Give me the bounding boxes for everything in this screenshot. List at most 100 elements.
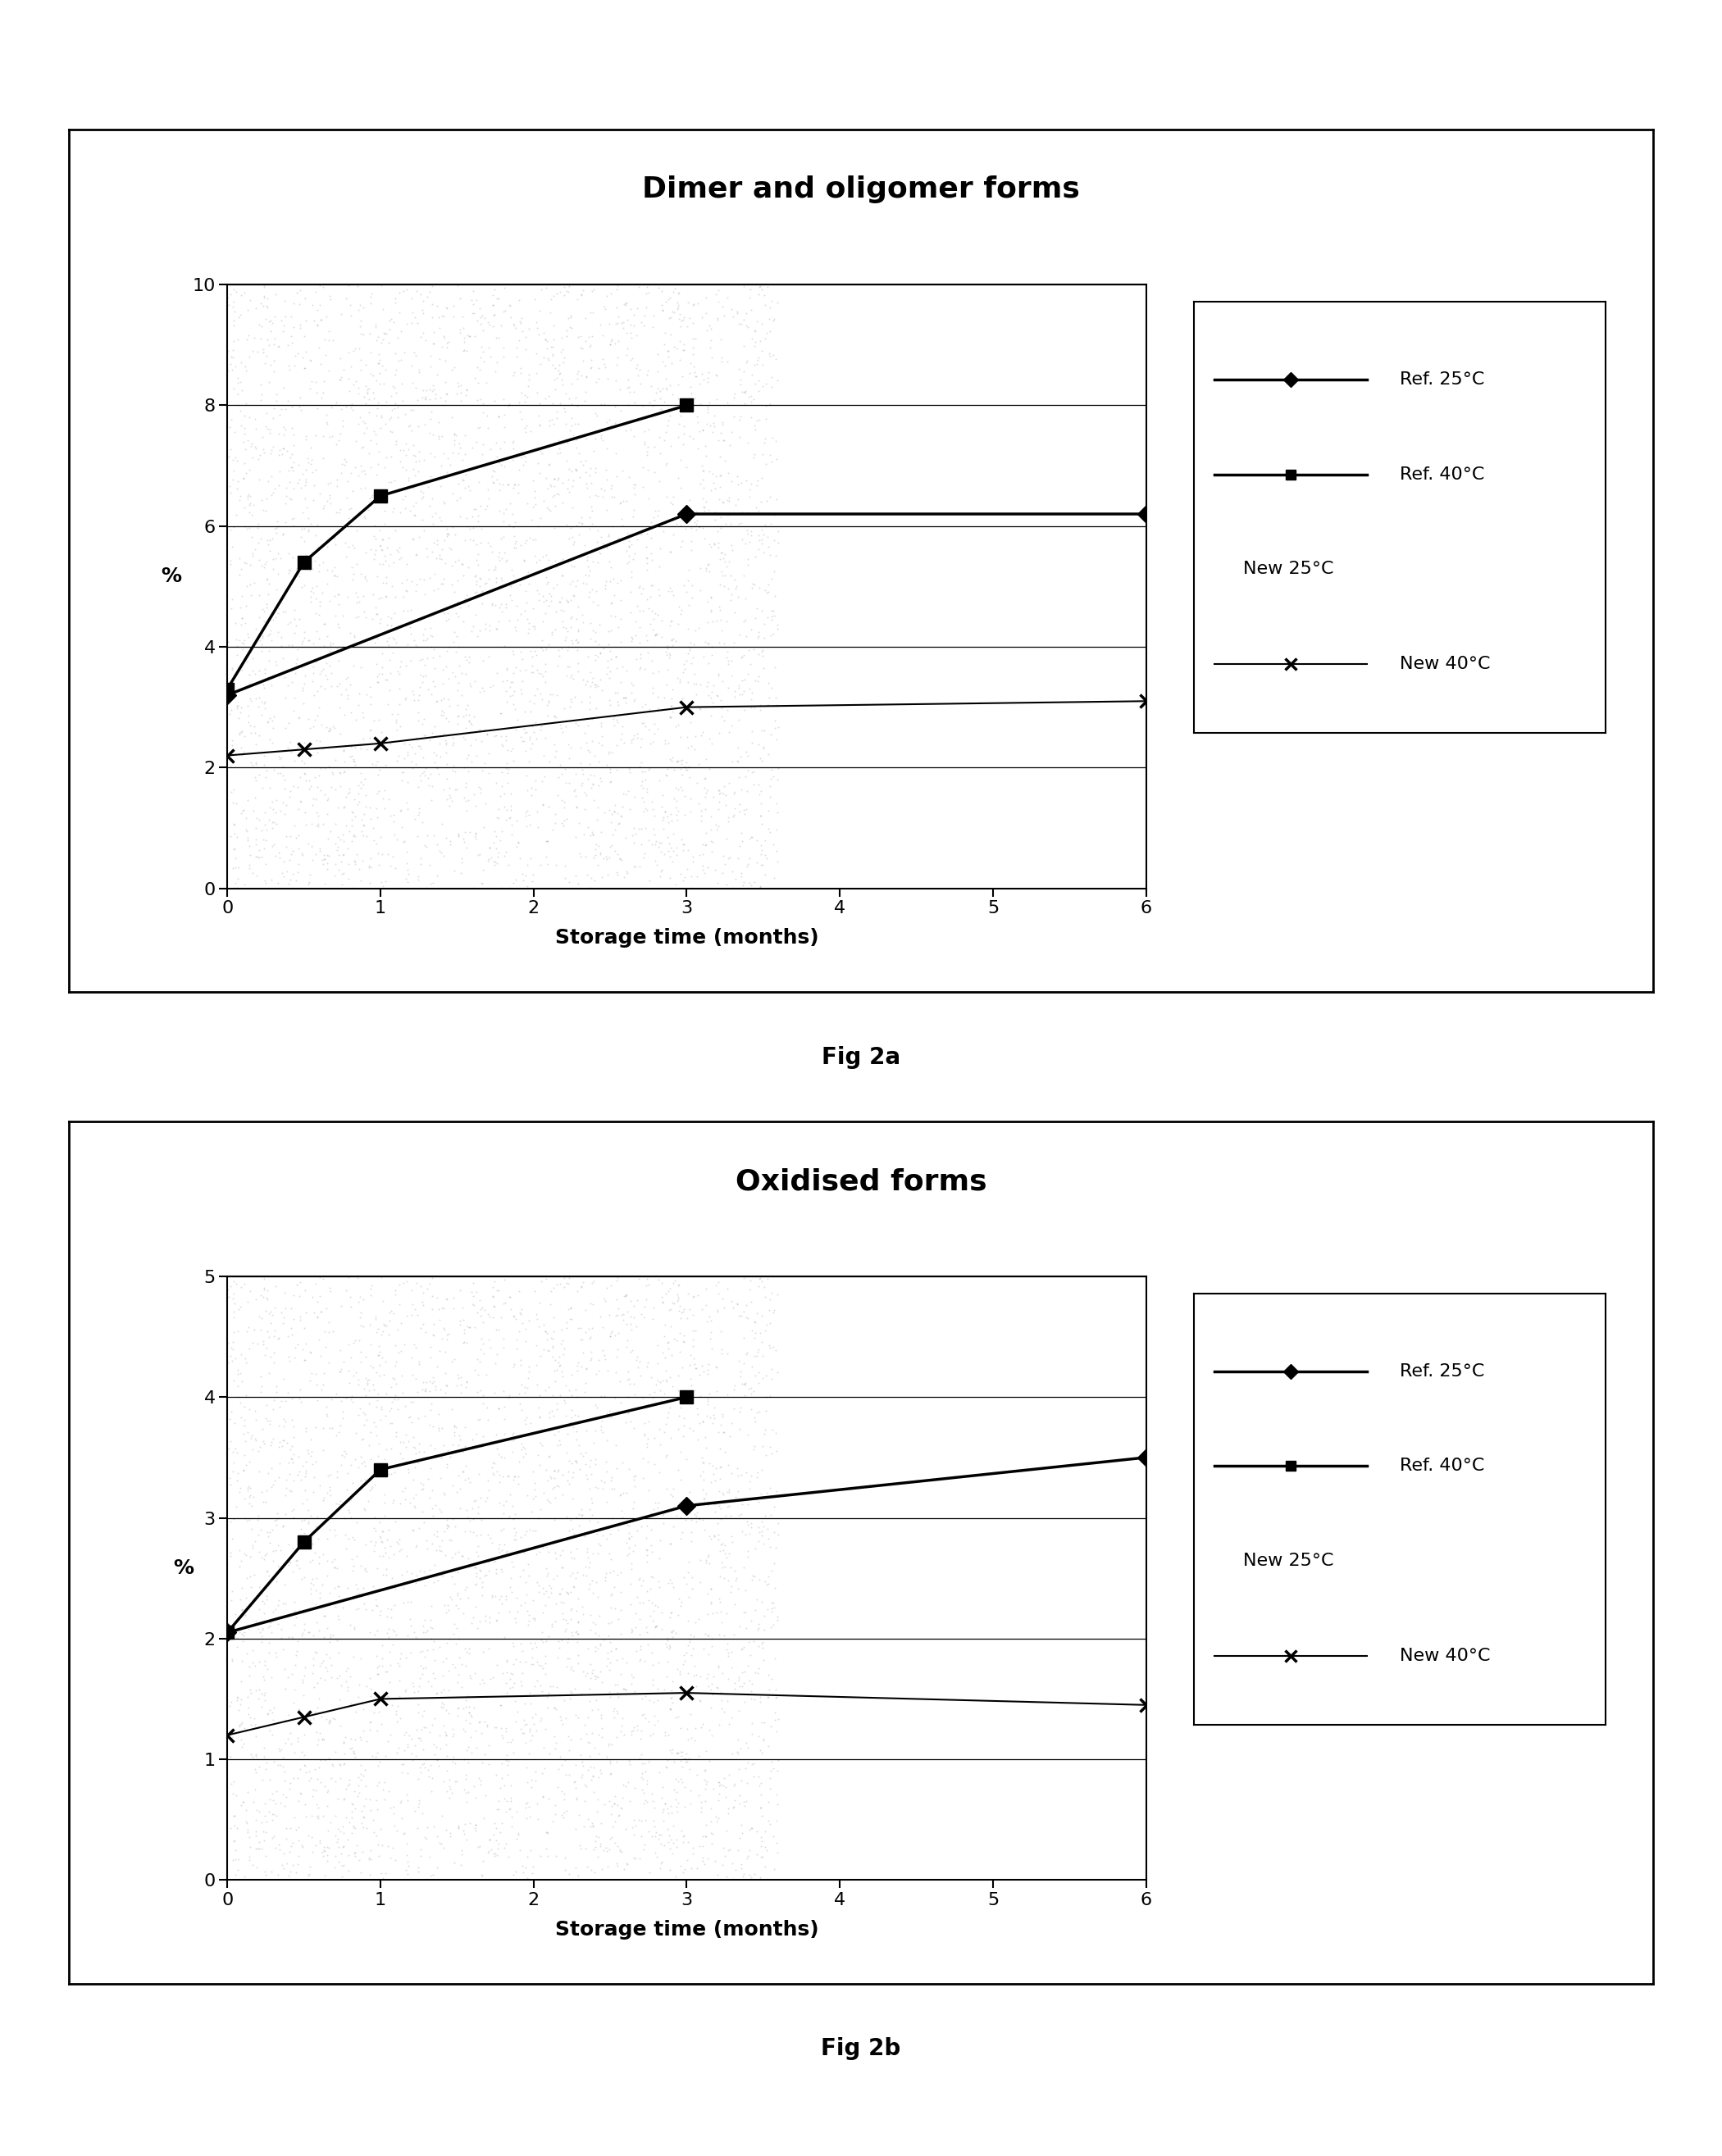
Point xyxy=(518,727,546,761)
Point xyxy=(245,1498,272,1533)
Point xyxy=(742,347,770,382)
Point xyxy=(248,1376,276,1410)
Point xyxy=(448,548,475,582)
Point xyxy=(263,537,291,571)
Point xyxy=(315,1514,343,1548)
Point xyxy=(298,1565,325,1600)
Point xyxy=(675,1544,703,1578)
Point xyxy=(711,444,739,479)
Point xyxy=(260,1313,288,1348)
Point xyxy=(491,382,518,416)
Point xyxy=(341,1611,369,1645)
Point xyxy=(382,705,410,740)
Point xyxy=(554,649,582,683)
Point xyxy=(630,841,658,875)
Point xyxy=(561,1764,589,1798)
Point xyxy=(534,1481,561,1516)
Point xyxy=(307,1649,334,1684)
Point xyxy=(568,768,596,802)
Point xyxy=(236,1470,263,1505)
Point xyxy=(608,1445,635,1479)
Point xyxy=(369,1828,396,1863)
Point xyxy=(320,558,348,593)
Point xyxy=(381,595,408,630)
Point xyxy=(288,470,315,505)
Point xyxy=(298,1423,325,1457)
Point xyxy=(289,341,317,375)
Point xyxy=(611,1406,639,1440)
Point xyxy=(520,474,548,509)
Point xyxy=(747,785,775,819)
Point xyxy=(551,395,579,429)
Point xyxy=(487,1688,515,1723)
Point xyxy=(704,423,732,457)
Point xyxy=(387,1307,415,1341)
Point xyxy=(587,520,615,554)
Point xyxy=(291,1649,319,1684)
Point xyxy=(751,1723,778,1757)
Point xyxy=(467,1283,494,1317)
Point xyxy=(480,1710,508,1744)
Point xyxy=(718,1649,746,1684)
Point xyxy=(699,1595,727,1630)
Point xyxy=(608,509,635,543)
Point xyxy=(603,651,630,686)
Point xyxy=(656,485,684,520)
Point xyxy=(501,530,529,565)
Point xyxy=(513,869,541,903)
Point xyxy=(279,310,307,345)
Point xyxy=(418,619,446,653)
Point xyxy=(263,511,291,545)
Point xyxy=(449,1690,477,1725)
Point xyxy=(608,1386,635,1421)
Point xyxy=(279,1438,307,1473)
Point xyxy=(236,1393,263,1427)
Point xyxy=(496,1378,523,1412)
Point xyxy=(480,1447,508,1481)
Point xyxy=(572,444,599,479)
Point xyxy=(532,1322,560,1356)
Point xyxy=(448,1669,475,1703)
Point xyxy=(265,1828,293,1863)
Point xyxy=(226,623,253,658)
Point xyxy=(224,1630,251,1664)
Point xyxy=(312,321,339,356)
Point xyxy=(549,1457,577,1492)
Point xyxy=(585,627,613,662)
Point xyxy=(518,858,546,893)
Point xyxy=(696,1520,723,1554)
Point xyxy=(708,604,735,638)
Point xyxy=(641,1802,668,1837)
Point xyxy=(303,1606,331,1641)
Point xyxy=(243,1850,270,1884)
Point xyxy=(248,621,276,655)
Point xyxy=(291,423,319,457)
Point xyxy=(596,401,623,436)
Point xyxy=(598,804,625,839)
Point xyxy=(394,410,422,444)
Point xyxy=(238,334,265,369)
Point xyxy=(229,793,257,828)
Point xyxy=(410,1434,437,1468)
Point xyxy=(281,1593,308,1628)
Point xyxy=(616,343,644,377)
Point xyxy=(425,1749,453,1783)
Point xyxy=(351,808,379,843)
Point xyxy=(561,705,589,740)
Point xyxy=(656,1291,684,1326)
Point xyxy=(551,860,579,895)
Point xyxy=(461,597,489,632)
Point xyxy=(684,287,711,321)
Point xyxy=(608,306,635,341)
Point xyxy=(286,1692,313,1727)
Point xyxy=(377,414,405,448)
Point xyxy=(257,1524,284,1559)
Point xyxy=(291,1658,319,1692)
Point xyxy=(400,677,427,711)
Point xyxy=(331,509,358,543)
Point xyxy=(692,1272,720,1307)
Point xyxy=(492,492,520,526)
Point xyxy=(487,778,515,813)
Point xyxy=(408,1634,436,1669)
Point xyxy=(355,371,382,405)
